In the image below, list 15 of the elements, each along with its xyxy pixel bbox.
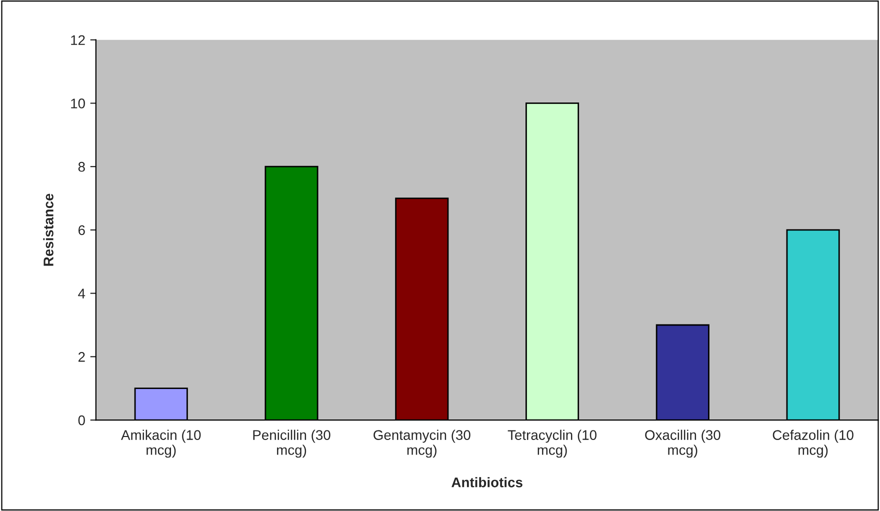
y-tick-label: 8 — [78, 162, 85, 172]
y-axis-title: Resistance — [43, 194, 54, 266]
x-tick-label: Penicillin (30 mcg) — [253, 430, 330, 458]
x-tick-label: Tetracyclin (10 mcg) — [508, 430, 596, 458]
x-tick-label: Cefazolin (10 mcg) — [772, 430, 854, 458]
x-tick-label: Amikacin (10 mcg) — [121, 430, 201, 458]
y-tick-label: 12 — [71, 35, 85, 45]
y-tick-label: 2 — [78, 352, 85, 362]
y-tick-label: 0 — [78, 415, 85, 426]
y-tick-label: 10 — [71, 98, 85, 108]
y-tick-label: 6 — [78, 225, 85, 236]
x-tick-label: Gentamycin (30 mcg) — [374, 430, 470, 458]
y-tick-label: 4 — [78, 288, 86, 298]
x-axis-title: Antibiotics — [452, 477, 522, 488]
x-tick-label: Oxacillin (30 mcg) — [645, 430, 720, 458]
